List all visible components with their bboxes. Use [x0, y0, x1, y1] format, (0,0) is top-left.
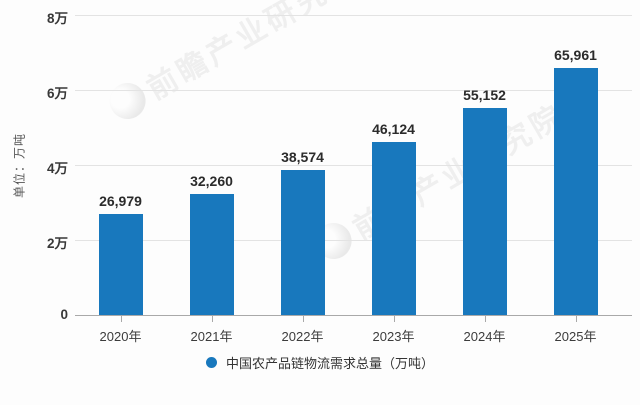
x-axis-label: 2025年 — [554, 329, 597, 344]
y-tick-label: 6万 — [46, 86, 68, 101]
bar-group: 38,574 — [257, 15, 348, 315]
y-tick-label: 8万 — [46, 11, 68, 26]
bar-value-label: 38,574 — [281, 149, 324, 166]
legend-label: 中国农产品链物流需求总量（万吨） — [225, 356, 434, 371]
gridline-2wan — [75, 240, 632, 241]
x-axis-label: 2022年 — [281, 329, 324, 344]
legend: 中国农产品链物流需求总量（万吨） — [0, 353, 640, 372]
bar-group: 26,979 — [75, 15, 166, 315]
x-axis-line — [75, 315, 632, 316]
x-tick — [484, 316, 486, 322]
bar-group: 32,260 — [166, 15, 257, 315]
plot-area: 26,979 32,260 38,574 46,124 55,152 65,961 — [75, 15, 621, 315]
bar-group: 65,961 — [530, 15, 621, 315]
x-axis-label: 2023年 — [372, 329, 415, 344]
x-tick — [120, 316, 122, 322]
y-tick-label: 0 — [60, 307, 68, 322]
gridline-4wan — [75, 165, 632, 166]
bar — [553, 67, 598, 315]
gridline-6wan — [75, 90, 632, 91]
bar-group: 46,124 — [348, 15, 439, 315]
gridline-8wan — [75, 15, 632, 16]
bar — [98, 213, 143, 315]
bar — [189, 194, 234, 315]
y-tick-label: 4万 — [46, 161, 68, 176]
x-tick — [393, 316, 395, 322]
y-axis-title: 单位：万吨 — [12, 133, 27, 199]
bar-value-label: 46,124 — [372, 121, 415, 138]
bar-value-label: 65,961 — [554, 46, 597, 63]
bar-value-label: 32,260 — [190, 173, 233, 190]
x-axis-label: 2020年 — [99, 329, 142, 344]
y-tick-label: 2万 — [46, 236, 68, 251]
bar — [462, 108, 507, 315]
x-axis-label: 2024年 — [463, 329, 506, 344]
x-tick — [211, 316, 213, 322]
x-tick — [575, 316, 577, 322]
bar-value-label: 26,979 — [99, 192, 142, 209]
x-axis-labels: 2020年 2021年 2022年 2023年 2024年 2025年 — [75, 326, 621, 345]
x-tick — [302, 316, 304, 322]
legend-dot-icon — [205, 357, 217, 368]
bar — [280, 170, 325, 315]
x-axis-label: 2021年 — [190, 329, 233, 344]
bar — [371, 142, 416, 315]
bar-group: 55,152 — [439, 15, 530, 315]
bar-value-label: 55,152 — [463, 87, 506, 104]
